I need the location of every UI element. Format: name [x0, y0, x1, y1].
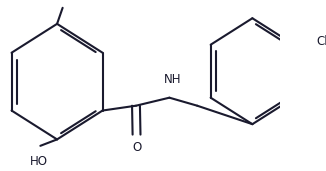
Text: Cl: Cl [316, 35, 326, 48]
Text: NH: NH [163, 74, 181, 87]
Text: O: O [132, 141, 141, 154]
Text: HO: HO [30, 155, 48, 168]
